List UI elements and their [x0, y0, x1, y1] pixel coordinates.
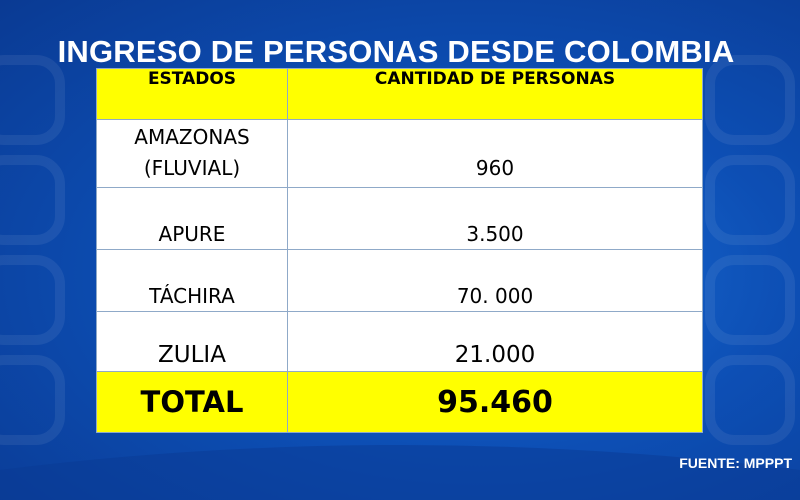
table-header-row: ESTADOS CANTIDAD DE PERSONAS — [96, 68, 703, 120]
page-title: INGRESO DE PERSONAS DESDE COLOMBIA — [57, 34, 735, 69]
table-row: TÁCHIRA 70. 000 — [96, 249, 703, 312]
header-estados: ESTADOS — [96, 68, 288, 120]
total-row: TOTAL 95.460 — [96, 371, 703, 433]
table-row: ZULIA 21.000 — [96, 311, 703, 372]
value-cell: 960 — [287, 119, 703, 188]
state-cell: APURE — [96, 187, 288, 250]
value-cell: 21.000 — [287, 311, 703, 372]
value-cell: 70. 000 — [287, 249, 703, 312]
total-value: 95.460 — [287, 371, 703, 433]
table-row: AMAZONAS (FLUVIAL) 960 — [96, 119, 703, 188]
total-label: TOTAL — [96, 371, 288, 433]
state-name-line2: (FLUVIAL) — [143, 156, 241, 180]
state-cell: AMAZONAS (FLUVIAL) — [96, 119, 288, 188]
state-name-line1: AMAZONAS — [134, 125, 250, 149]
state-cell: TÁCHIRA — [96, 249, 288, 312]
data-table: ESTADOS CANTIDAD DE PERSONAS AMAZONAS (F… — [96, 68, 703, 433]
source-note: FUENTE: MPPPT — [679, 455, 792, 471]
table-row: APURE 3.500 — [96, 187, 703, 250]
state-cell: ZULIA — [96, 311, 288, 372]
value-cell: 3.500 — [287, 187, 703, 250]
header-cantidad: CANTIDAD DE PERSONAS — [287, 68, 703, 120]
